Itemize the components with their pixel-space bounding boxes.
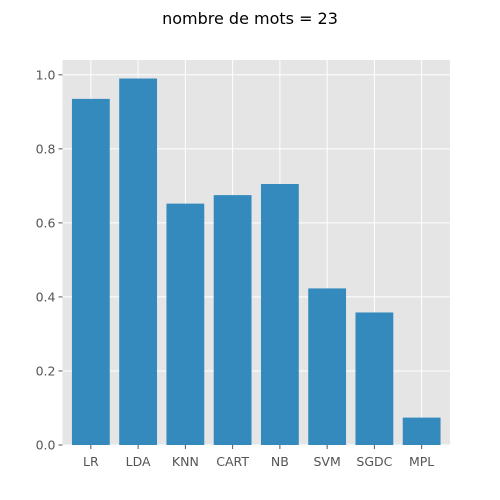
x-tick-label-lr: LR bbox=[83, 454, 99, 469]
y-tick-label: 0.2 bbox=[36, 363, 56, 378]
bar-nb bbox=[260, 184, 299, 446]
bars bbox=[71, 78, 441, 446]
y-tick-label: 1.0 bbox=[36, 67, 56, 82]
x-tick-label-nb: NB bbox=[271, 454, 289, 469]
x-axis: LR LDA KNN CART NB SVM SGDC MPL bbox=[83, 445, 434, 469]
bar-lda bbox=[119, 78, 158, 445]
x-tick-label-mpl: MPL bbox=[409, 454, 434, 469]
x-tick-label-lda: LDA bbox=[126, 454, 151, 469]
y-axis: 0.0 0.2 0.4 0.6 0.8 1.0 bbox=[36, 67, 63, 453]
y-tick-label: 0.4 bbox=[36, 289, 56, 304]
bar-mpl bbox=[402, 417, 441, 445]
bar-lr bbox=[71, 98, 110, 446]
chart-title: nombre de mots = 23 bbox=[162, 9, 338, 28]
bar-knn bbox=[166, 203, 205, 445]
x-tick-label-knn: KNN bbox=[172, 454, 199, 469]
bar-svm bbox=[308, 288, 347, 445]
x-tick-label-sgdc: SGDC bbox=[356, 454, 392, 469]
x-tick-label-cart: CART bbox=[216, 454, 249, 469]
x-tick-label-svm: SVM bbox=[313, 454, 340, 469]
bar-sgdc bbox=[355, 312, 394, 445]
bar-cart bbox=[213, 195, 252, 445]
y-tick-label: 0.8 bbox=[36, 141, 56, 156]
y-tick-label: 0.0 bbox=[36, 438, 56, 453]
y-tick-label: 0.6 bbox=[36, 215, 56, 230]
